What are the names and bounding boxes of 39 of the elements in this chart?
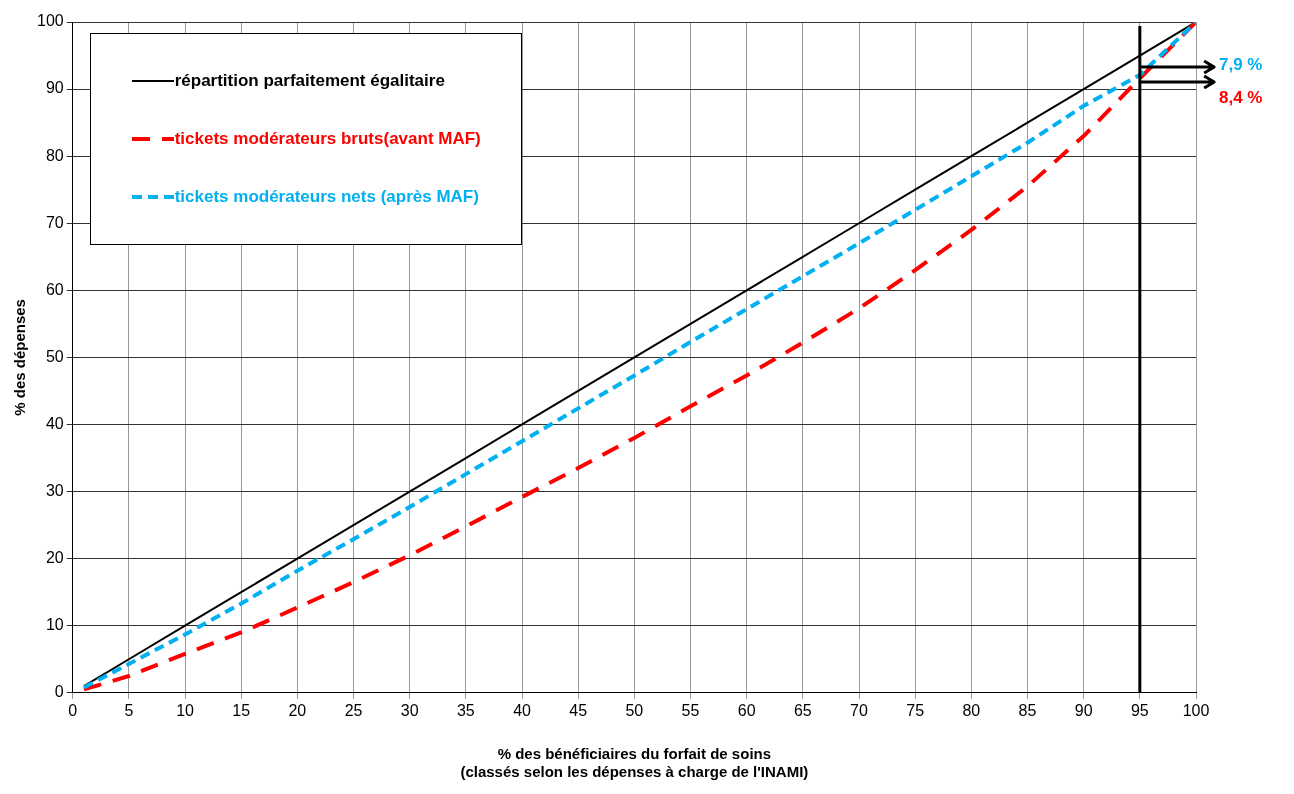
x-tick-label: 5 (124, 701, 134, 719)
y-tick-label: 50 (45, 347, 64, 365)
legend-label: tickets modérateurs bruts(avant MAF) (174, 129, 481, 149)
x-tick-label: 45 (569, 701, 588, 719)
x-tick-label: 100 (1182, 701, 1210, 719)
y-tick-label: 20 (45, 549, 64, 567)
x-tick-label: 0 (68, 701, 78, 719)
x-tick-label: 90 (1074, 701, 1093, 719)
y-tick-label: 40 (45, 414, 64, 432)
x-tick-label: 60 (737, 701, 756, 719)
y-tick-label: 80 (45, 146, 64, 164)
x-tick-label: 20 (288, 701, 307, 719)
y-tick-label: 90 (45, 79, 64, 97)
x-tick-label: 25 (344, 701, 363, 719)
y-tick-label: 10 (45, 616, 64, 634)
x-tick-label: 15 (232, 701, 251, 719)
y-tick-label: 60 (45, 280, 64, 298)
legend-label: tickets modérateurs nets (après MAF) (174, 187, 479, 207)
x-tick-label: 95 (1130, 701, 1149, 719)
y-axis-title: % des dépenses (11, 299, 29, 416)
annotation: 7,9 % (1219, 54, 1263, 75)
y-tick-label: 30 (45, 481, 64, 499)
x-tick-label: 10 (176, 701, 195, 719)
annotation: 8,4 % (1219, 88, 1263, 109)
x-tick-label: 50 (625, 701, 644, 719)
x-tick-label: 30 (400, 701, 419, 719)
y-tick-label: 0 (54, 683, 64, 701)
x-axis-title: % des bénéficiaires du forfait de soins (classés selon les dépenses à charge de l'INAMI) (460, 745, 809, 781)
x-tick-label: 85 (1018, 701, 1037, 719)
x-tick-label: 75 (906, 701, 925, 719)
legend-label: répartition parfaitement égalitaire (174, 71, 445, 91)
x-tick-label: 70 (850, 701, 869, 719)
x-tick-label: 40 (513, 701, 532, 719)
x-tick-label: 55 (681, 701, 700, 719)
y-tick-label: 100 (36, 12, 64, 30)
x-tick-label: 65 (793, 701, 812, 719)
x-tick-label: 80 (962, 701, 981, 719)
y-tick-label: 70 (45, 213, 64, 231)
x-tick-label: 35 (456, 701, 475, 719)
